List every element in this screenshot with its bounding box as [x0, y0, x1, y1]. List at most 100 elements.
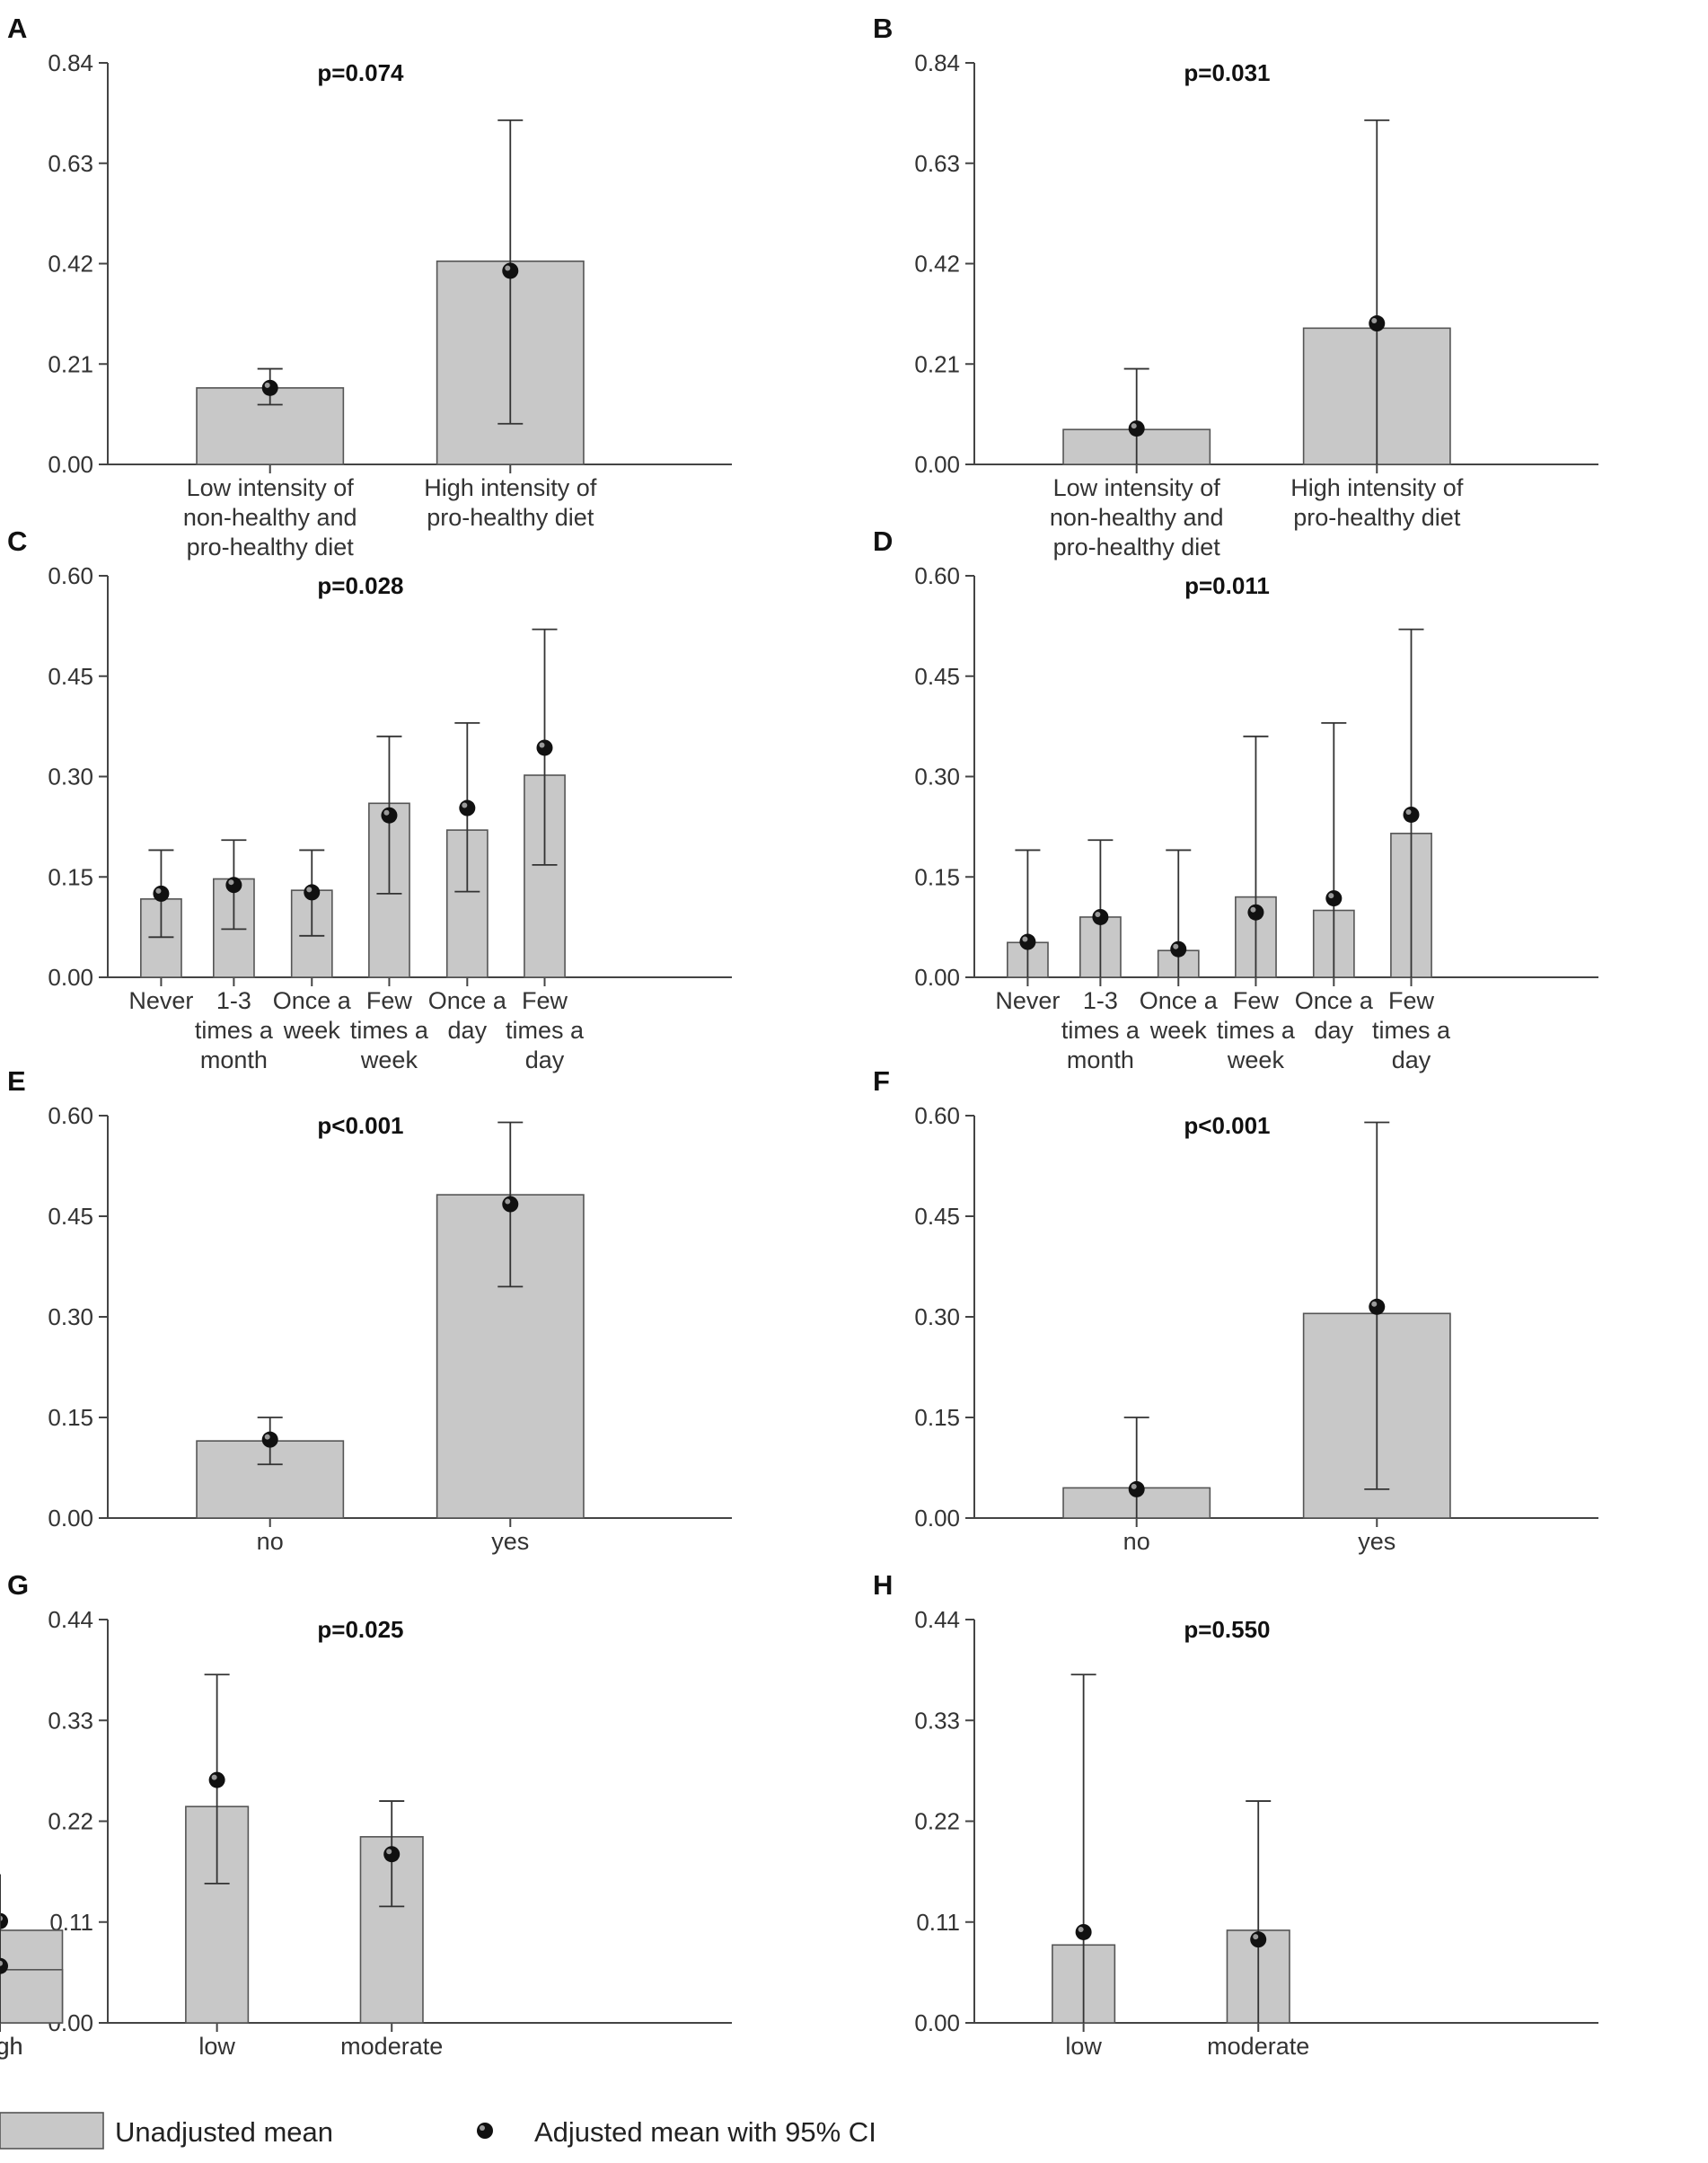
panel-f-y-tick-label: 0.30 — [914, 1303, 960, 1330]
panel-a-y-tick-label: 0.00 — [48, 451, 93, 478]
panel-d-dot-highlight — [1022, 936, 1028, 942]
panel-c: Cp=0.028 0.00 0.15 0.30 0.45 0.60 Never 1-3 time… — [7, 525, 732, 1073]
panel-b-x-category-label-line: High intensity of — [1290, 474, 1464, 501]
panel-d-x-category-label: Never — [995, 987, 1060, 1014]
panel-d-x-category-label-line: times a — [1217, 1017, 1296, 1044]
panel-e-y-tick-label: 0.15 — [48, 1404, 93, 1431]
panel-h-x-category-label-line: moderate — [1207, 2033, 1309, 2060]
panel-h-dot-highlight — [1078, 1926, 1084, 1932]
panel-f-x-category-label-line: yes — [1358, 1528, 1395, 1555]
panel-g-adjusted-mean-dot — [383, 1846, 401, 1863]
panel-h: Hp=0.550 0.00 0.11 0.22 0.33 0.44 low moderate h… — [0, 1569, 1598, 2060]
panel-b-y-tick-label: 0.84 — [914, 49, 960, 76]
panel-c-x-category-label-line: day — [525, 1046, 565, 1073]
panel-c-x-category-label: Once a day — [428, 987, 507, 1044]
panel-c-adjusted-mean-dot — [225, 877, 242, 894]
panel-f-x-category-label: no — [1123, 1528, 1150, 1555]
panel-a-y-tick-label: 0.84 — [48, 49, 93, 76]
panel-c-x-category-label-line: Never — [128, 987, 193, 1014]
panel-e-x-category-label-line: no — [257, 1528, 284, 1555]
panel-f-y-tick-label: 0.60 — [914, 1102, 960, 1129]
panel-d-x-category-label-line: Few — [1233, 987, 1280, 1014]
panel-c-x-category-label: Never — [128, 987, 193, 1014]
panel-c-x-category-label-line: times a — [350, 1017, 429, 1044]
panel-d-adjusted-mean-dot — [1325, 890, 1343, 907]
panel-d-dot-highlight — [1095, 911, 1101, 917]
panel-c-x-category-label: Once a week — [273, 987, 352, 1044]
panel-d-x-category-label-line: Never — [995, 987, 1060, 1014]
panel-e: Ep<0.001 0.00 0.15 0.30 0.45 0.60 no yes — [7, 1065, 732, 1555]
panel-c-adjusted-mean-dot — [459, 799, 476, 817]
panel-b-y-tick-label: 0.63 — [914, 150, 960, 177]
legend-bar-label: Unadjusted mean — [115, 2116, 333, 2148]
panel-d-adjusted-mean-dot — [1170, 940, 1187, 958]
panel-c-x-category-label-line: Once a — [273, 987, 352, 1014]
panel-h-dot-highlight — [1253, 1934, 1259, 1940]
panel-h-x-category-label-line: low — [1065, 2033, 1102, 2060]
panel-e-y-tick-label: 0.00 — [48, 1505, 93, 1532]
panel-b-x-category-label-line: pro-healthy diet — [1053, 534, 1221, 561]
panel-e-dot-highlight — [264, 1434, 270, 1440]
panel-b-x-category-label: High intensity of pro-healthy diet — [1290, 474, 1464, 531]
panel-c-dot-highlight — [155, 887, 162, 894]
panel-f-adjusted-mean-dot — [1369, 1298, 1386, 1315]
panel-g-adjusted-mean-dot — [208, 1771, 225, 1788]
panel-c-adjusted-mean-dot — [153, 885, 170, 902]
panel-e-adjusted-mean-dot — [502, 1196, 519, 1213]
panel-b-x-category-label-line: non-healthy and — [1050, 504, 1224, 531]
panel-d-dot-highlight — [1250, 906, 1256, 913]
panel-a-adjusted-mean-dot — [502, 262, 519, 279]
panel-f-x-category-label-line: no — [1123, 1528, 1150, 1555]
panel-g-y-tick-label: 0.33 — [48, 1707, 93, 1734]
panel-letter-c: C — [7, 525, 27, 557]
panel-h-y-tick-label: 0.22 — [914, 1808, 960, 1835]
panel-h-y-tick-label: 0.00 — [914, 2009, 960, 2036]
panel-b-y-tick-label: 0.42 — [914, 251, 960, 278]
panel-b-adjusted-mean-dot — [1369, 315, 1386, 332]
panel-d-y-tick-label: 0.30 — [914, 764, 960, 790]
panel-f-dot-highlight — [1371, 1301, 1378, 1307]
panel-h-dot-highlight — [0, 1960, 3, 1966]
panel-c-x-category-label-line: times a — [195, 1017, 274, 1044]
panel-e-y-tick-label: 0.45 — [48, 1203, 93, 1230]
panel-c-x-category-label-line: week — [283, 1017, 341, 1044]
panel-g-dot-highlight — [386, 1849, 392, 1855]
panel-a-x-category-label-line: pro-healthy diet — [187, 534, 355, 561]
panel-e-x-category-label: yes — [491, 1528, 529, 1555]
panel-b-y-tick-label: 0.00 — [914, 451, 960, 478]
panel-b-x-category-label: Low intensity of non-healthy and pro-healt… — [1050, 474, 1224, 561]
panel-e-adjusted-mean-dot — [261, 1431, 278, 1448]
panel-c-adjusted-mean-dot — [536, 739, 553, 756]
panel-e-pvalue: p<0.001 — [317, 1112, 403, 1139]
panel-c-dot-highlight — [462, 802, 468, 808]
panel-c-x-category-label-line: month — [200, 1046, 268, 1073]
panel-h-y-tick-label: 0.33 — [914, 1707, 960, 1734]
panel-h-y-tick-label: 0.44 — [914, 1606, 960, 1633]
panel-a-x-category-label-line: Low intensity of — [187, 474, 355, 501]
panel-c-x-category-label-line: day — [448, 1017, 488, 1044]
panel-d-x-category-label-line: Once a — [1140, 987, 1219, 1014]
panel-d-pvalue: p=0.011 — [1184, 572, 1270, 599]
panel-h-pvalue: p=0.550 — [1184, 1616, 1270, 1643]
legend: Unadjusted mean Adjusted mean with 95% C… — [0, 2112, 876, 2150]
panel-b-dot-highlight — [1371, 318, 1378, 324]
panel-d-x-category-label-line: day — [1392, 1046, 1431, 1073]
panel-c-dot-highlight — [228, 879, 234, 886]
panel-h-x-category-label: low — [1065, 2033, 1102, 2060]
panel-c-dot-highlight — [383, 809, 390, 816]
panel-a-dot-highlight — [264, 382, 270, 388]
panel-e-y-tick-label: 0.30 — [48, 1303, 93, 1330]
panel-g-x-category-label-line: high — [0, 2033, 23, 2060]
panel-letter-f: F — [873, 1065, 890, 1097]
legend-dot-label: Adjusted mean with 95% CI — [534, 2116, 876, 2148]
panels-group: Ap=0.074 0.00 0.21 0.42 0.63 0.84 Low intensit… — [0, 13, 1598, 2060]
panel-b-y-tick-label: 0.21 — [914, 350, 960, 377]
panel-d-x-category-label-line: times a — [1372, 1017, 1451, 1044]
panel-a-x-category-label-line: High intensity of — [424, 474, 597, 501]
panel-h-x-category-label-line: high — [0, 2033, 23, 2060]
panel-d-adjusted-mean-dot — [1092, 908, 1109, 925]
panel-d-x-category-label-line: times a — [1061, 1017, 1140, 1044]
panel-d: Dp=0.011 0.00 0.15 0.30 0.45 0.60 Never 1-3 time… — [873, 525, 1598, 1073]
legend-dot-marker — [477, 2123, 493, 2139]
